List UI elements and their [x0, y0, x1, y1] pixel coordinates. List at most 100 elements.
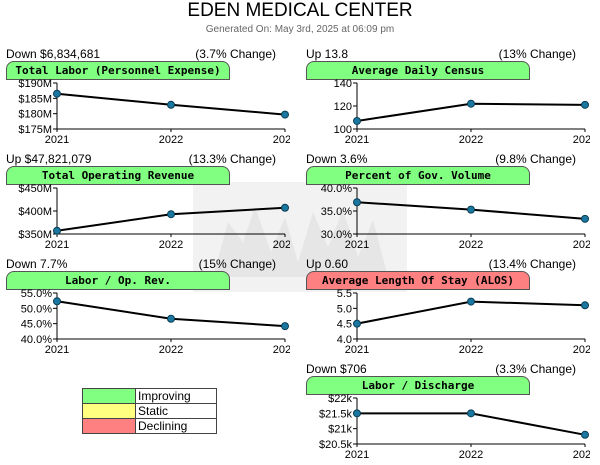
data-point: [581, 100, 589, 109]
y-tick-label: 5.0: [337, 303, 352, 315]
change-percent: (3.3% Change): [495, 362, 576, 376]
chart-plot: 4.0 4.5 5.0 5.5 2021 2022 2023: [337, 288, 590, 356]
chart-panel-total-labor: Down $6,834,681 (3.7% Change) Total Labor …: [0, 47, 290, 147]
data-point: [353, 198, 361, 207]
y-tick-label: 50.0%: [21, 303, 52, 315]
data-point: [53, 297, 61, 306]
data-point: [167, 314, 175, 323]
y-tick-label: 120: [334, 101, 352, 113]
y-tick-label: $21k: [328, 424, 352, 436]
x-tick-label: 2022: [459, 449, 483, 461]
chart-plot: 40.0% 45.0% 50.0% 55.0% 2021 2022 2023: [21, 288, 290, 356]
data-point: [167, 100, 175, 109]
y-tick-label: 45.0%: [21, 319, 52, 331]
y-tick-label: 5.5: [337, 288, 352, 300]
chart-title: Labor / Op. Rev.: [6, 271, 230, 290]
change-percent: (3.7% Change): [195, 47, 276, 61]
chart-panel-labor-op-rev: Down 7.7% (15% Change) Labor / Op. Rev. 40.…: [0, 257, 290, 357]
legend-label-improving: Improving: [135, 388, 217, 404]
change-percent: (13.4% Change): [488, 257, 576, 271]
data-point: [581, 301, 589, 310]
x-tick-label: 2022: [159, 134, 183, 146]
legend-label-static: Static: [135, 403, 217, 419]
y-tick-label: $190M: [18, 78, 52, 90]
x-tick-label: 2023: [273, 134, 290, 146]
y-tick-label: $22k: [328, 393, 352, 405]
x-tick-label: 2021: [345, 449, 369, 461]
change-amount: Down $706: [306, 362, 367, 376]
y-tick-label: $20.5k: [319, 439, 353, 451]
change-amount: Down $6,834,681: [6, 47, 101, 61]
x-tick-label: 2023: [573, 239, 590, 251]
legend-swatch-declining: [82, 418, 136, 434]
x-tick-label: 2022: [459, 134, 483, 146]
x-tick-label: 2022: [159, 239, 183, 251]
chart-title: Percent of Gov. Volume: [306, 166, 530, 185]
legend-swatch-improving: [82, 388, 136, 404]
x-tick-label: 2021: [345, 239, 369, 251]
y-tick-label: $21.5k: [319, 408, 353, 420]
y-tick-label: $175M: [18, 124, 52, 136]
y-tick-label: $185M: [18, 93, 52, 105]
x-tick-label: 2023: [273, 344, 290, 356]
legend-item-improving: Improving: [82, 388, 217, 404]
chart-panel-average-daily-census: Up 13.8 (13% Change) Average Daily Census 1…: [300, 47, 590, 147]
chart-plot: $20.5k $21k $21.5k $22k 2021 2022 2023: [319, 393, 590, 461]
y-tick-label: 40.0%: [321, 183, 352, 195]
chart-title: Total Labor (Personnel Expense): [6, 61, 230, 80]
chart-plot: $350M $400M $450M 2021 2022 2023: [18, 183, 290, 251]
change-amount: Up 0.60: [306, 257, 349, 271]
chart-panel-labor-per-discharge: Down $706 (3.3% Change) Labor / Discharge $…: [300, 362, 590, 462]
chart-title: Average Daily Census: [306, 61, 530, 80]
data-point: [467, 297, 475, 306]
legend: Improving Static Declining: [82, 388, 217, 434]
x-tick-label: 2021: [345, 134, 369, 146]
y-tick-label: 100: [334, 124, 352, 136]
x-tick-label: 2021: [345, 344, 369, 356]
x-tick-label: 2022: [459, 344, 483, 356]
chart-panel-percent-gov-volume: Down 3.6% (9.8% Change) Percent of Gov. Vo…: [300, 152, 590, 252]
chart-title: Average Length Of Stay (ALOS): [306, 271, 530, 290]
y-tick-label: 40.0%: [21, 334, 52, 346]
y-tick-label: $400M: [18, 206, 52, 218]
x-tick-label: 2021: [45, 344, 69, 356]
y-tick-label: 4.5: [337, 319, 352, 331]
data-point: [281, 322, 289, 331]
data-point: [167, 210, 175, 219]
chart-panel-total-operating-revenue: Up $47,821,079 (13.3% Change) Total Operat…: [0, 152, 290, 252]
data-point: [467, 409, 475, 418]
data-point: [581, 214, 589, 223]
x-tick-label: 2022: [159, 344, 183, 356]
y-tick-label: 140: [334, 78, 352, 90]
change-percent: (15% Change): [198, 257, 276, 271]
y-tick-label: 30.0%: [321, 229, 352, 241]
change-amount: Up 13.8: [306, 47, 349, 61]
data-point: [467, 99, 475, 108]
x-tick-label: 2023: [273, 239, 290, 251]
chart-plot: $175M $180M $185M $190M 2021 2022 2023: [18, 78, 290, 146]
data-point: [353, 116, 361, 125]
data-point: [353, 319, 361, 328]
data-point: [281, 110, 289, 119]
data-point: [53, 89, 61, 98]
generated-timestamp: Generated On: May 3rd, 2025 at 06:09 pm: [205, 24, 395, 35]
change-percent: (13% Change): [498, 47, 576, 61]
x-tick-label: 2023: [573, 134, 590, 146]
page-title: EDEN MEDICAL CENTER: [187, 0, 413, 21]
legend-item-static: Static: [82, 403, 217, 419]
data-point: [467, 205, 475, 214]
x-tick-label: 2022: [459, 239, 483, 251]
y-tick-label: 4.0: [337, 334, 352, 346]
y-tick-label: $350M: [18, 229, 52, 241]
x-tick-label: 2023: [573, 344, 590, 356]
chart-title: Total Operating Revenue: [6, 166, 230, 185]
legend-label-declining: Declining: [135, 418, 217, 434]
change-percent: (9.8% Change): [495, 152, 576, 166]
data-point: [281, 203, 289, 212]
data-point: [581, 430, 589, 439]
legend-swatch-static: [82, 403, 136, 419]
data-point: [53, 226, 61, 235]
change-amount: Up $47,821,079: [6, 152, 92, 166]
chart-title: Labor / Discharge: [306, 376, 530, 395]
change-percent: (13.3% Change): [188, 152, 276, 166]
